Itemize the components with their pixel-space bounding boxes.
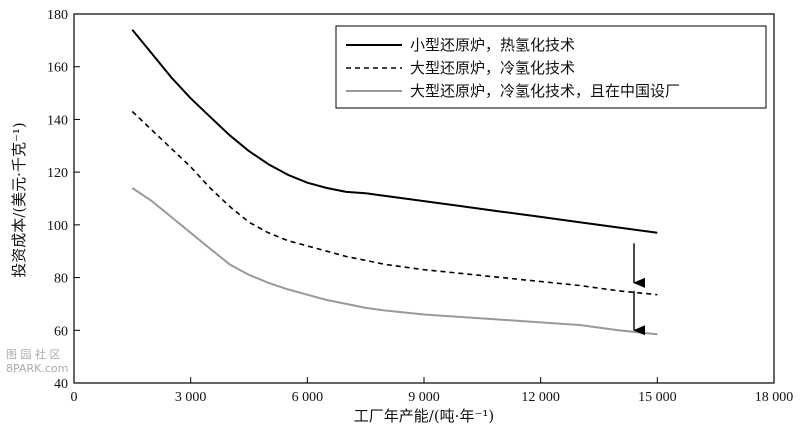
x-tick-label: 18 000 [755, 390, 794, 405]
x-axis: 0 3 000 6 000 9 000 12 000 15 000 18 000 [71, 377, 794, 405]
series-line-2 [131, 110, 658, 296]
x-tick-label: 9 000 [408, 390, 440, 405]
legend-box [335, 25, 767, 109]
series-line-3 [131, 187, 658, 336]
y-axis: 40 60 80 100 120 140 160 180 [47, 8, 80, 392]
x-tick-label: 12 000 [521, 390, 560, 405]
y-tick-label: 120 [47, 166, 68, 181]
x-axis-label: 工厂年产能/(吨·年⁻¹) [354, 407, 494, 425]
legend: 小型还原炉，热氢化技术 大型还原炉，冷氢化技术 大型还原炉，冷氢化技术，且在中国… [335, 25, 767, 109]
y-tick-label: 80 [54, 272, 68, 287]
y-tick-label: 60 [54, 324, 68, 339]
y-tick-label: 180 [47, 8, 68, 23]
x-tick-label: 0 [71, 390, 78, 405]
x-tick-label: 15 000 [638, 390, 677, 405]
legend-entry-3: 大型还原炉，冷氢化技术，且在中国设厂 [410, 82, 680, 100]
y-tick-label: 140 [47, 113, 68, 128]
y-tick-label: 100 [47, 219, 68, 234]
series-line-1 [131, 29, 658, 234]
y-axis-label: 投资成本/(美元·千克⁻¹) [10, 122, 28, 277]
watermark-line-1: 图 园 社 区 [6, 347, 61, 361]
y-tick-label: 40 [54, 377, 68, 392]
watermark-line-2: 8PARK.com [6, 362, 68, 375]
legend-entry-2: 大型还原炉，冷氢化技术 [410, 59, 575, 77]
legend-entry-1: 小型还原炉，热氢化技术 [410, 36, 575, 54]
x-tick-label: 3 000 [175, 390, 207, 405]
series-layer [131, 29, 658, 336]
y-tick-label: 160 [47, 61, 68, 76]
x-tick-label: 6 000 [292, 390, 324, 405]
